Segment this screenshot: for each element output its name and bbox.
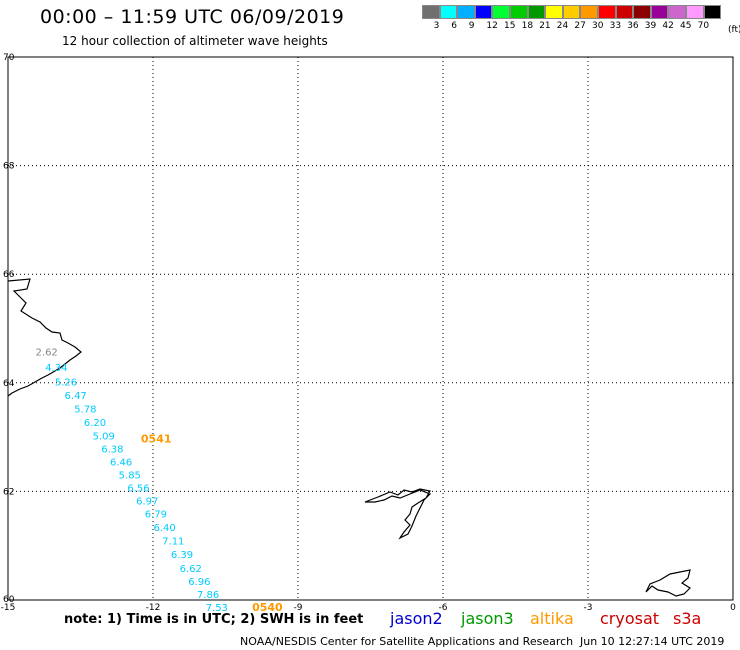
legend-swatch-8 xyxy=(562,5,581,19)
legend-swatch-5 xyxy=(509,5,528,19)
legend-label: 15 xyxy=(504,21,516,31)
wave-height-label: 7.11 xyxy=(162,537,184,548)
latitude-tick-label: 68 xyxy=(3,162,15,172)
legend-swatch-4 xyxy=(492,5,510,19)
legend-label: 39 xyxy=(644,21,657,31)
latitude-tick-label: 70 xyxy=(3,53,15,63)
wave-height-label: 6.97 xyxy=(136,496,158,507)
legend-swatch-3 xyxy=(474,5,493,19)
wave-height-label: 6.62 xyxy=(180,564,202,575)
legend-label: 27 xyxy=(574,21,586,31)
shetland-islands-coastline xyxy=(645,569,691,597)
legend-label: 30 xyxy=(592,21,604,31)
legend-label: 21 xyxy=(539,21,551,31)
satellite-label-s3a: s3a xyxy=(673,609,702,628)
wave-height-label: 5.78 xyxy=(74,405,96,416)
latitude-tick-label: 62 xyxy=(3,487,14,497)
legend-label: 24 xyxy=(556,21,569,31)
wave-height-label: 5.85 xyxy=(119,470,141,481)
wave-height-label: 5.26 xyxy=(55,378,77,389)
wave-height-label: 6.20 xyxy=(84,418,106,429)
longitude-tick-label: 0 xyxy=(730,603,736,613)
legend-label: 12 xyxy=(486,21,498,31)
legend-swatch-6 xyxy=(527,5,546,19)
wave-height-label: 6.39 xyxy=(171,550,193,561)
satellite-label-cryosat: cryosat xyxy=(600,609,660,628)
track-time-label: 0541 xyxy=(141,433,172,446)
wave-height-label: 6.46 xyxy=(110,457,132,468)
legend-labels: 3 6 9 12 15 18 21 24 27 30 33 36 39 42 45 70 xyxy=(422,19,721,33)
longitude-tick-label: -15 xyxy=(1,603,16,613)
legend-swatch-16 xyxy=(703,5,722,19)
legend-swatch-9 xyxy=(580,5,598,19)
latitude-tick-label: 64 xyxy=(3,379,15,389)
legend-swatch-13 xyxy=(650,5,669,19)
map-frame xyxy=(7,56,734,601)
footer-timestamp: Jun 10 12:27:14 UTC 2019 xyxy=(580,635,725,648)
wave-height-label: 2.62 xyxy=(36,348,58,359)
wave-height-label: 6.56 xyxy=(127,483,149,494)
legend-label: 6 xyxy=(451,21,457,31)
legend-swatches xyxy=(422,5,722,19)
wave-height-label: 4.34 xyxy=(45,363,67,374)
legend-label: 33 xyxy=(609,21,622,31)
satellite-label-jason2: jason2 xyxy=(390,609,443,628)
wave-height-label: 7.86 xyxy=(197,590,219,601)
page-subtitle: 12 hour collection of altimeter wave hei… xyxy=(62,34,328,48)
footer-credit: NOAA/NESDIS Center for Satellite Applica… xyxy=(240,635,574,648)
legend-swatch-14 xyxy=(668,5,686,19)
track-time-label: 0540 xyxy=(252,601,283,614)
note-text: note: 1) Time is in UTC; 2) SWH is in fe… xyxy=(64,612,364,627)
legend-unit: (ft) xyxy=(728,25,740,35)
wave-height-label: 6.40 xyxy=(153,523,175,534)
longitude-tick-label: -3 xyxy=(584,603,593,613)
latitude-tick-label: 66 xyxy=(3,270,15,280)
legend-swatch-7 xyxy=(545,5,563,19)
wave-height-label: 6.47 xyxy=(65,391,87,402)
legend-swatch-1 xyxy=(439,5,458,19)
wave-height-label: 6.96 xyxy=(188,577,210,588)
legend-label: 70 xyxy=(697,21,710,31)
wave-height-label: 6.79 xyxy=(145,509,167,520)
latitude-tick-label: 60 xyxy=(3,595,15,605)
legend-swatch-2 xyxy=(457,5,475,19)
longitude-tick-label: -6 xyxy=(439,603,448,613)
legend-swatch-12 xyxy=(633,5,651,19)
satellite-label-altika: altika xyxy=(530,609,574,628)
legend-swatch-0 xyxy=(422,5,440,19)
legend-label: 36 xyxy=(627,21,639,31)
legend-label: 9 xyxy=(468,21,475,31)
wave-height-label: 6.38 xyxy=(101,444,123,455)
legend-label: 42 xyxy=(662,21,674,31)
faroe-islands-coastline xyxy=(364,488,432,540)
legend-swatch-10 xyxy=(597,5,616,19)
longitude-tick-label: -9 xyxy=(294,603,303,613)
legend-swatch-11 xyxy=(615,5,634,19)
legend-swatch-15 xyxy=(685,5,704,19)
satellite-label-jason3: jason3 xyxy=(461,609,514,628)
wave-height-label: 7.53 xyxy=(206,603,228,614)
legend-label: 18 xyxy=(521,21,534,31)
page-title: 00:00 – 11:59 UTC 06/09/2019 xyxy=(40,6,345,28)
iceland-coastline xyxy=(7,278,82,397)
legend-label: 3 xyxy=(433,21,440,31)
legend-label: 45 xyxy=(680,21,692,31)
wave-height-label: 5.09 xyxy=(93,431,115,442)
longitude-tick-label: -12 xyxy=(146,603,161,613)
